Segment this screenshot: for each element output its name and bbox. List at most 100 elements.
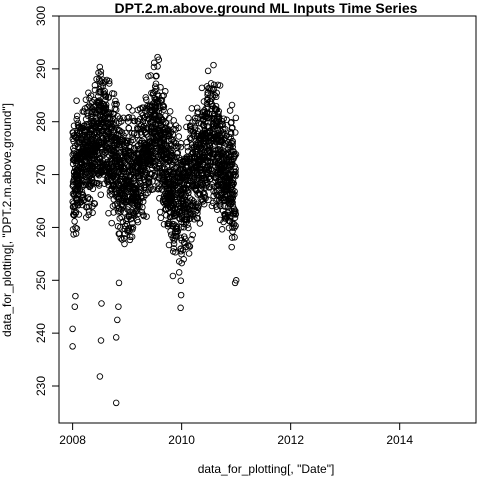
data-point (125, 124, 133, 132)
data-point (210, 192, 217, 200)
x-tick-label: 2014 (386, 433, 413, 447)
outlier-point (71, 303, 79, 310)
data-point (192, 117, 199, 125)
data-point (185, 158, 192, 165)
data-point (137, 167, 144, 174)
data-point (208, 95, 215, 102)
data-point (74, 119, 82, 127)
data-point (191, 144, 198, 151)
outlier-point (115, 279, 123, 287)
data-point (198, 172, 206, 180)
data-point (123, 215, 131, 223)
data-point (76, 123, 83, 130)
data-point (165, 130, 173, 138)
outlier-point (232, 277, 240, 284)
data-point (149, 147, 157, 155)
data-point (143, 141, 151, 149)
data-point (119, 178, 126, 186)
data-point (143, 131, 150, 138)
data-point (216, 161, 223, 169)
data-point (96, 85, 103, 93)
data-point (77, 199, 84, 206)
data-point (189, 119, 196, 126)
data-point (86, 180, 93, 187)
y-tick-label: 240 (34, 323, 48, 343)
outlier-point (72, 292, 79, 300)
data-point (70, 157, 78, 164)
data-point (222, 154, 230, 162)
data-point (179, 201, 186, 208)
data-point (125, 224, 133, 232)
data-point (188, 135, 195, 142)
data-point (187, 215, 194, 222)
data-point (82, 142, 89, 150)
data-point (106, 188, 114, 195)
data-point (192, 203, 199, 210)
data-point (126, 236, 134, 244)
data-point (230, 180, 237, 187)
data-point (184, 167, 191, 174)
data-point (71, 218, 78, 225)
data-point (159, 126, 167, 134)
data-point (144, 153, 151, 161)
data-point (232, 222, 239, 230)
data-point (156, 208, 164, 216)
data-point (154, 185, 162, 193)
data-point (95, 182, 103, 189)
data-point (104, 158, 111, 166)
data-point (129, 185, 136, 192)
data-point (197, 196, 205, 203)
data-point (218, 120, 226, 128)
data-point (127, 224, 135, 231)
data-point (151, 98, 158, 106)
data-point (220, 173, 227, 181)
data-point (203, 176, 210, 184)
data-point (101, 167, 108, 174)
data-point (116, 215, 123, 222)
data-point (201, 126, 209, 134)
data-point (160, 103, 168, 110)
data-point (70, 231, 77, 238)
data-point (168, 220, 176, 228)
data-point (163, 143, 171, 150)
data-point (204, 67, 212, 75)
data-point (184, 143, 191, 151)
data-point (150, 59, 158, 67)
data-point (117, 152, 124, 160)
outlier-point (115, 303, 122, 310)
data-point (72, 188, 79, 195)
data-point (229, 224, 236, 231)
y-tick-label: 280 (34, 111, 48, 131)
data-point (133, 164, 141, 171)
outlier-point (98, 300, 105, 307)
data-point (176, 157, 184, 164)
data-point (100, 105, 108, 112)
data-point (189, 181, 197, 189)
data-point (227, 172, 235, 180)
data-point (117, 165, 125, 173)
data-point (92, 160, 99, 168)
data-point (72, 173, 80, 181)
y-tick-label: 290 (34, 59, 48, 79)
data-point (198, 112, 205, 120)
data-point (143, 112, 151, 119)
data-point (143, 213, 150, 220)
data-point (73, 116, 80, 123)
data-point (211, 157, 219, 165)
outlier-point (96, 373, 104, 380)
data-point (113, 101, 120, 108)
outlier-point (69, 343, 76, 350)
data-point (79, 191, 87, 199)
data-point (185, 250, 193, 257)
data-point (143, 96, 150, 104)
data-point (192, 163, 199, 171)
data-point (96, 78, 103, 85)
data-point (172, 249, 179, 256)
data-point (73, 225, 81, 232)
data-point (167, 201, 175, 209)
data-point (127, 166, 134, 174)
data-point (124, 114, 131, 122)
data-point (186, 243, 194, 250)
data-point (91, 123, 98, 131)
data-point (85, 208, 93, 215)
